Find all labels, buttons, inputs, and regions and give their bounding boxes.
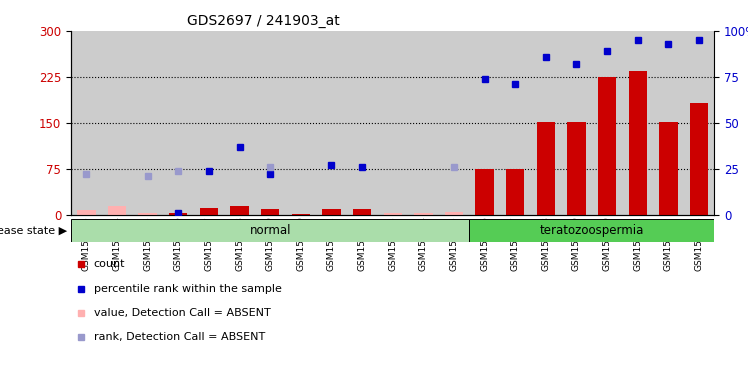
Bar (684, 31, 714, 215)
Bar (622, 31, 653, 215)
Bar (169, 213, 188, 215)
Bar (384, 213, 402, 215)
Text: teratozoospermia: teratozoospermia (539, 224, 644, 237)
Bar (500, 31, 530, 215)
Bar (592, 31, 622, 215)
Bar (163, 31, 194, 215)
Bar (628, 71, 647, 215)
Text: GDS2697 / 241903_at: GDS2697 / 241903_at (187, 14, 340, 28)
Text: count: count (94, 260, 125, 270)
Text: disease state ▶: disease state ▶ (0, 225, 67, 235)
Bar (255, 31, 286, 215)
Bar (286, 31, 316, 215)
Text: rank, Detection Call = ABSENT: rank, Detection Call = ABSENT (94, 332, 265, 342)
Text: normal: normal (249, 224, 291, 237)
Bar (530, 31, 561, 215)
Bar (378, 31, 408, 215)
Bar (506, 169, 524, 215)
Bar (653, 31, 684, 215)
Bar (445, 212, 463, 215)
Bar (71, 31, 102, 215)
Bar (77, 210, 96, 215)
Bar (476, 169, 494, 215)
Bar (194, 31, 224, 215)
Bar (261, 209, 279, 215)
Bar (224, 31, 255, 215)
Bar (138, 213, 157, 215)
Bar (561, 31, 592, 215)
Bar (438, 31, 469, 215)
Text: percentile rank within the sample: percentile rank within the sample (94, 284, 281, 294)
Bar (598, 77, 616, 215)
Bar (414, 213, 432, 215)
Bar (659, 122, 678, 215)
Bar (536, 122, 555, 215)
Bar (353, 209, 371, 215)
Bar (567, 122, 586, 215)
Bar (408, 31, 438, 215)
Bar (469, 219, 714, 242)
Bar (200, 208, 218, 215)
Bar (230, 207, 249, 215)
Bar (469, 31, 500, 215)
Bar (347, 31, 378, 215)
Bar (292, 214, 310, 215)
Bar (102, 31, 132, 215)
Bar (71, 219, 469, 242)
Bar (322, 209, 340, 215)
Bar (316, 31, 347, 215)
Bar (690, 103, 708, 215)
Bar (108, 207, 126, 215)
Bar (132, 31, 163, 215)
Text: value, Detection Call = ABSENT: value, Detection Call = ABSENT (94, 308, 270, 318)
